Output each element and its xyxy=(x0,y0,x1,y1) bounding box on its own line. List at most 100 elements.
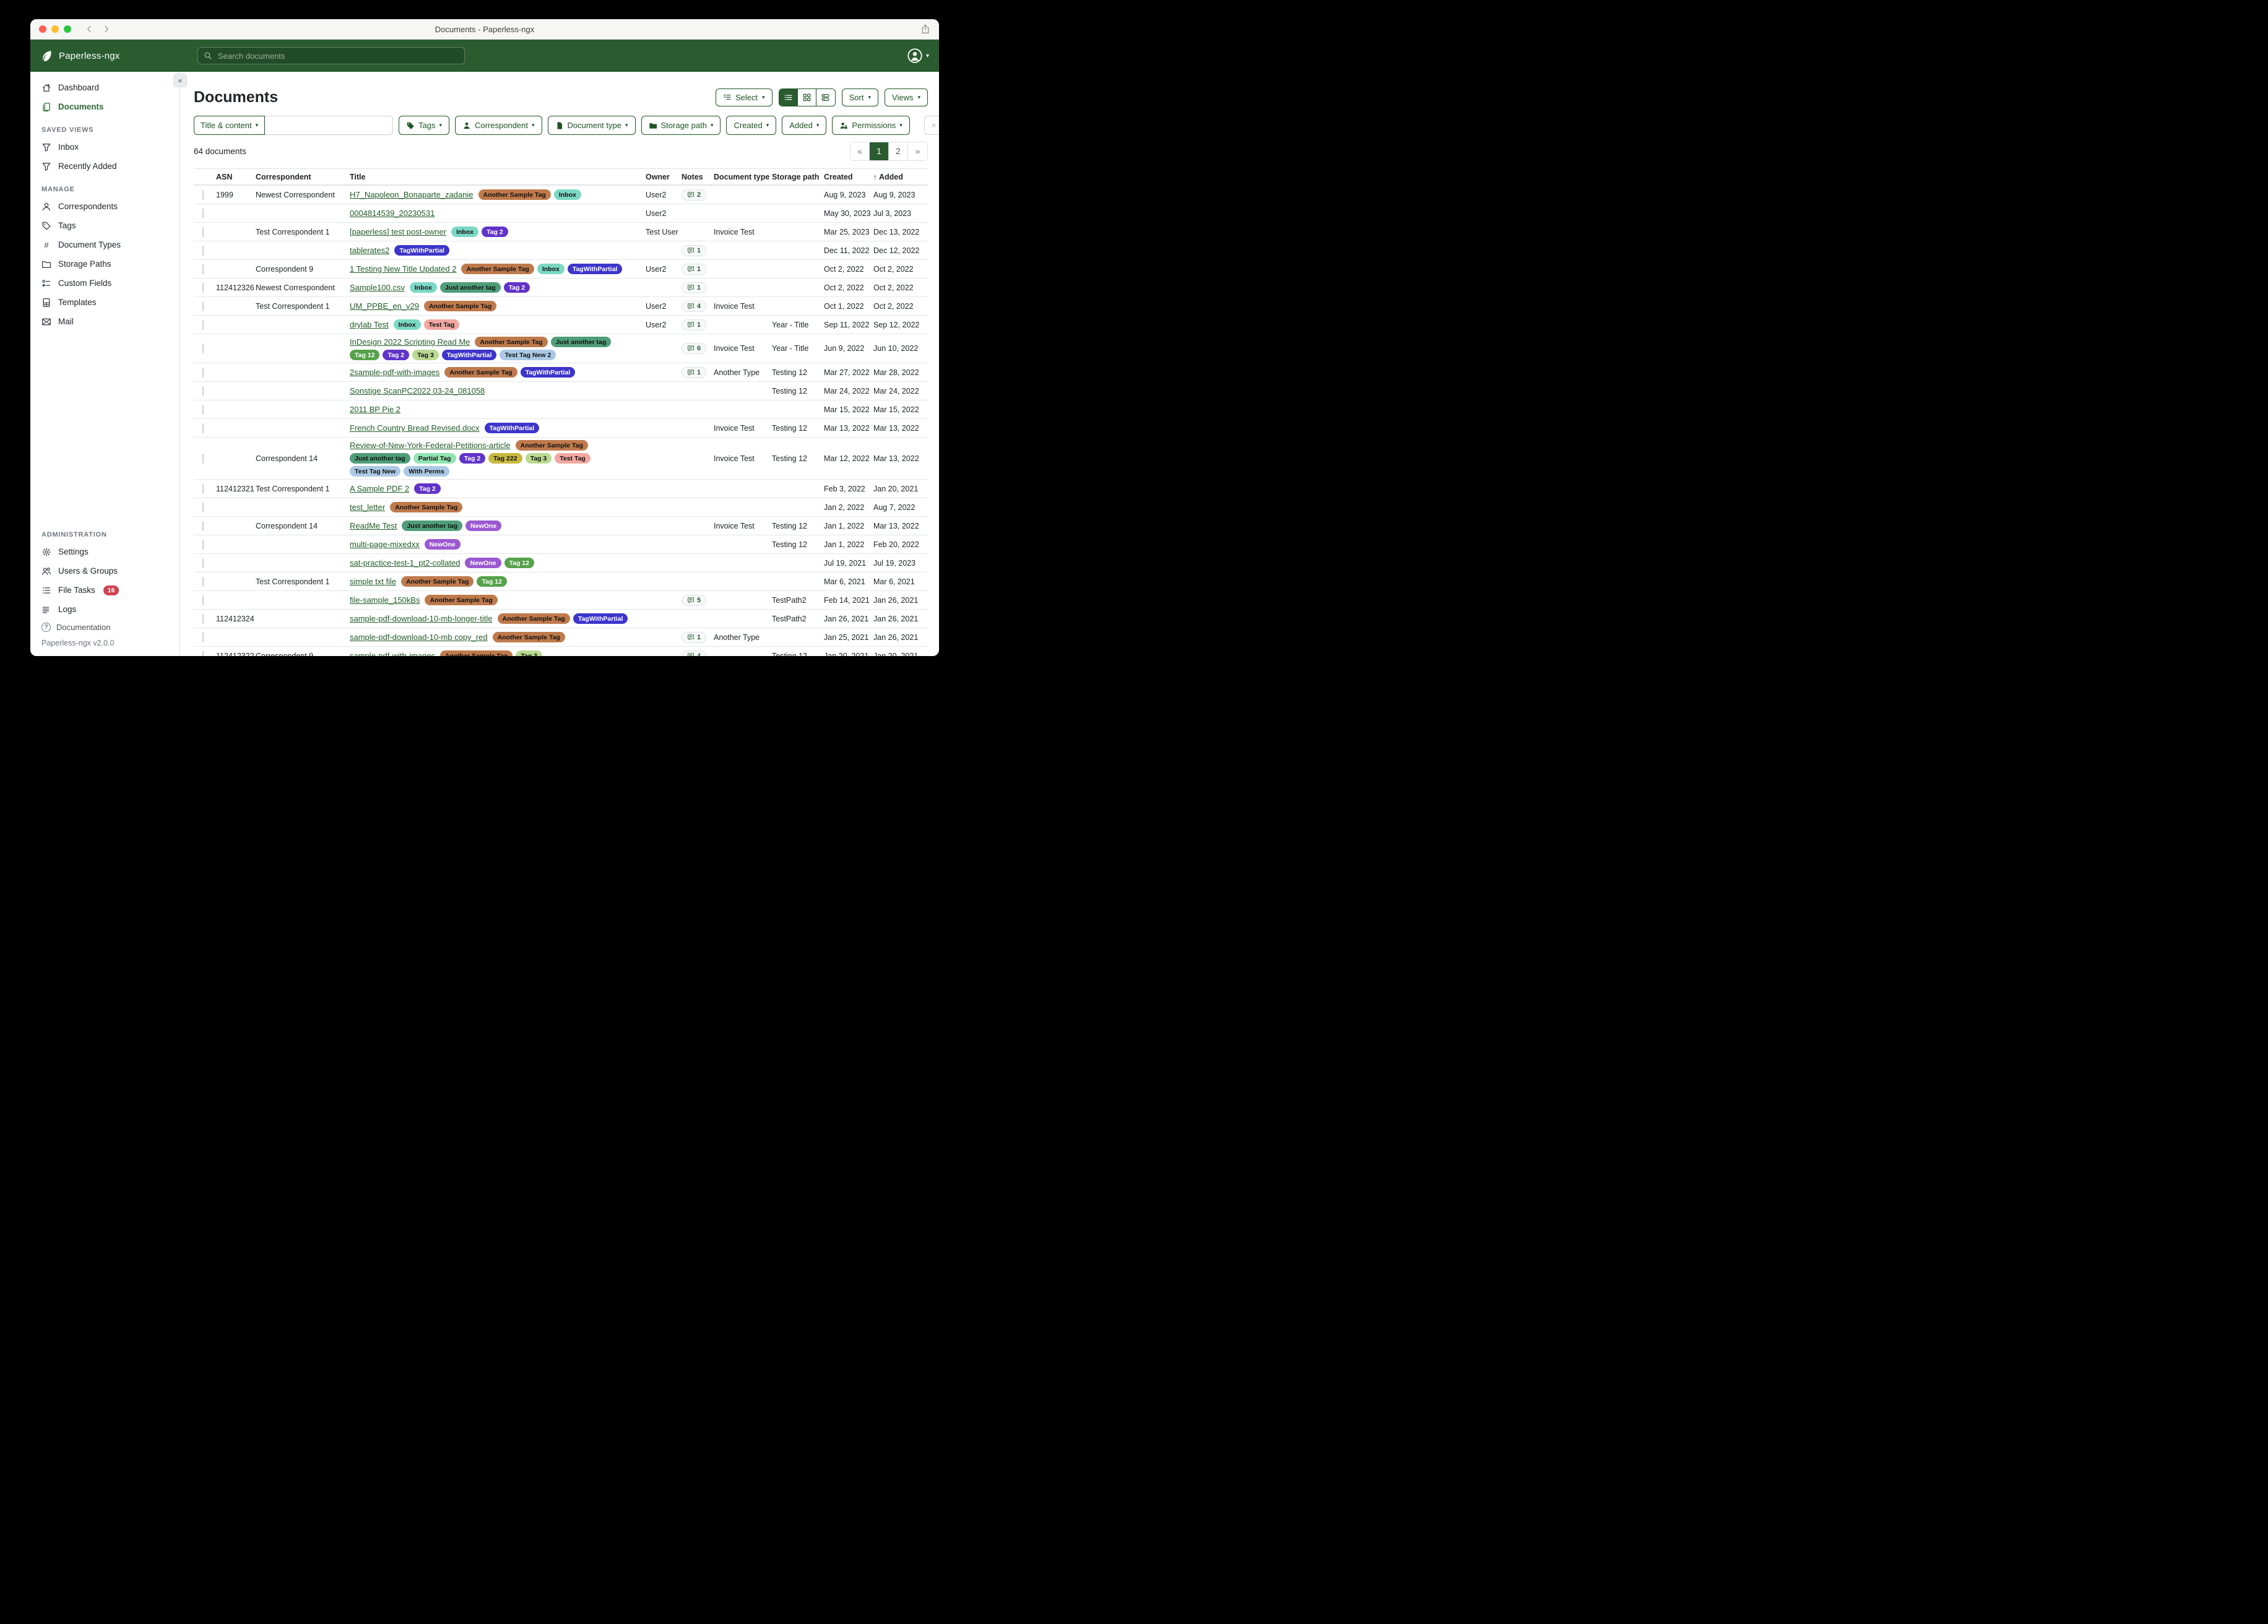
notes-badge[interactable]: 1 xyxy=(682,263,707,275)
tag-pill[interactable]: Inbox xyxy=(393,319,421,330)
tag-pill[interactable]: Another Sample Tag xyxy=(497,613,570,624)
tag-pill[interactable]: Tag 2 xyxy=(459,453,486,464)
tag-pill[interactable]: TagWithPartial xyxy=(567,264,623,274)
tag-pill[interactable]: Another Sample Tag xyxy=(390,502,463,512)
document-checkbox[interactable] xyxy=(202,502,204,512)
views-button[interactable]: Views ▾ xyxy=(885,88,928,106)
document-title-link[interactable]: sample-pdf-with-images xyxy=(350,651,435,656)
filter-storage-path-button[interactable]: Storage path ▾ xyxy=(641,116,721,135)
notes-badge[interactable]: 1 xyxy=(682,631,707,643)
close-window-button[interactable] xyxy=(39,25,46,33)
document-title-link[interactable]: 2011 BP Pie 2 xyxy=(350,405,400,414)
sidebar-item-recently-added[interactable]: Recently Added xyxy=(30,157,180,176)
col-asn[interactable]: ASN xyxy=(216,172,233,181)
tag-pill[interactable]: Another Sample Tag xyxy=(515,440,588,451)
document-title-link[interactable]: sample-pdf-download-10-mb-longer-title xyxy=(350,614,493,623)
tag-pill[interactable]: Inbox xyxy=(553,189,581,200)
sidebar-item-users-groups[interactable]: Users & Groups xyxy=(30,561,180,581)
tag-pill[interactable]: Tag 2 xyxy=(414,483,441,494)
tag-pill[interactable]: TagWithPartial xyxy=(441,350,497,360)
tag-pill[interactable]: Test Tag New xyxy=(350,466,401,477)
filter-document-type-button[interactable]: Document type ▾ xyxy=(547,116,636,135)
document-title-link[interactable]: 1 Testing New Title Updated 2 xyxy=(350,264,457,274)
pagination-page-1[interactable]: 1 xyxy=(870,142,889,160)
document-checkbox[interactable] xyxy=(202,343,204,353)
documentation-link[interactable]: ? Documentation xyxy=(30,619,180,635)
sidebar-item-custom-fields[interactable]: Custom Fields xyxy=(30,274,180,293)
document-title-link[interactable]: H7_Napoleon_Bonaparte_zadanie xyxy=(350,190,474,199)
document-checkbox[interactable] xyxy=(202,386,204,396)
tag-pill[interactable]: Tag 3 xyxy=(516,650,542,656)
notes-badge[interactable]: 1 xyxy=(682,282,707,293)
tag-pill[interactable]: Another Sample Tag xyxy=(478,189,551,200)
brand[interactable]: Paperless-ngx xyxy=(40,50,119,63)
document-title-link[interactable]: tablerates2 xyxy=(350,246,390,255)
document-title-link[interactable]: ReadMe Test xyxy=(350,521,397,530)
tag-pill[interactable]: Tag 2 xyxy=(503,282,530,293)
tag-pill[interactable]: Tag 3 xyxy=(525,453,552,464)
query-type-dropdown[interactable]: Title & content ▾ xyxy=(194,116,266,135)
tag-pill[interactable]: Tag 12 xyxy=(504,558,534,568)
tag-pill[interactable]: Another Sample Tag xyxy=(475,337,548,347)
tag-pill[interactable]: Inbox xyxy=(409,282,437,293)
sidebar-item-templates[interactable]: Templates xyxy=(30,293,180,312)
document-title-link[interactable]: sample-pdf-download-10-mb copy_red xyxy=(350,633,488,642)
minimize-window-button[interactable] xyxy=(51,25,59,33)
document-title-link[interactable]: simple txt file xyxy=(350,577,397,586)
grid-view-button[interactable] xyxy=(797,89,816,106)
document-checkbox[interactable] xyxy=(202,264,204,274)
document-checkbox[interactable] xyxy=(202,423,204,433)
tag-pill[interactable]: Tag 2 xyxy=(383,350,410,360)
tag-pill[interactable]: Just another tag xyxy=(402,520,463,531)
sidebar-item-inbox[interactable]: Inbox xyxy=(30,137,180,157)
sidebar-item-correspondents[interactable]: Correspondents xyxy=(30,197,180,216)
document-checkbox[interactable] xyxy=(202,595,204,605)
tag-pill[interactable]: Another Sample Tag xyxy=(444,367,517,378)
tag-pill[interactable]: Just another tag xyxy=(350,453,410,464)
document-title-link[interactable]: Sonstige ScanPC2022 03-24_081058 xyxy=(350,386,485,395)
tag-pill[interactable]: Tag 12 xyxy=(350,350,380,360)
reset-filters-button[interactable]: × Reset filters xyxy=(924,116,939,135)
sort-button[interactable]: Sort ▾ xyxy=(841,88,879,106)
col-doctype[interactable]: Document type xyxy=(714,172,770,181)
sidebar-item-settings[interactable]: Settings xyxy=(30,542,180,561)
tag-pill[interactable]: TagWithPartial xyxy=(520,367,576,378)
document-checkbox[interactable] xyxy=(202,453,204,464)
document-checkbox[interactable] xyxy=(202,483,204,494)
filter-tags-button[interactable]: Tags ▾ xyxy=(399,116,449,135)
tag-pill[interactable]: Another Sample Tag xyxy=(424,301,497,311)
sidebar-item-tags[interactable]: Tags xyxy=(30,216,180,235)
document-checkbox[interactable] xyxy=(202,282,204,293)
notes-badge[interactable]: 6 xyxy=(682,343,707,354)
notes-badge[interactable]: 4 xyxy=(682,300,707,312)
tag-pill[interactable]: Just another tag xyxy=(550,337,612,347)
list-view-button[interactable] xyxy=(779,89,798,106)
tag-pill[interactable]: Another Sample Tag xyxy=(461,264,534,274)
tag-pill[interactable]: Tag 12 xyxy=(477,576,507,587)
document-title-link[interactable]: French Country Bread Revised.docx xyxy=(350,423,480,433)
document-title-link[interactable]: [paperless] test post-owner xyxy=(350,227,447,236)
filter-correspondent-button[interactable]: Correspondent ▾ xyxy=(455,116,542,135)
tag-pill[interactable]: Another Sample Tag xyxy=(425,595,498,605)
tag-pill[interactable]: Tag 2 xyxy=(482,227,508,237)
tag-pill[interactable]: TagWithPartial xyxy=(484,423,540,433)
sidebar-item-logs[interactable]: Logs xyxy=(30,600,180,619)
col-created[interactable]: Created xyxy=(824,172,853,181)
document-title-link[interactable]: Sample100.csv xyxy=(350,283,405,292)
share-icon[interactable] xyxy=(920,24,930,34)
tag-pill[interactable]: NewOne xyxy=(465,558,501,568)
sidebar-item-mail[interactable]: Mail xyxy=(30,312,180,331)
document-checkbox[interactable] xyxy=(202,227,204,237)
notes-badge[interactable]: 1 xyxy=(682,244,707,256)
pagination-next[interactable]: » xyxy=(908,142,927,160)
document-title-link[interactable]: A Sample PDF 2 xyxy=(350,484,410,493)
document-checkbox[interactable] xyxy=(202,245,204,256)
document-checkbox[interactable] xyxy=(202,367,204,378)
tag-pill[interactable]: Test Tag xyxy=(555,453,591,464)
filter-added-button[interactable]: Added ▾ xyxy=(782,116,827,135)
document-checkbox[interactable] xyxy=(202,576,204,587)
tag-pill[interactable]: Inbox xyxy=(451,227,479,237)
sidebar-item-documents[interactable]: Documents xyxy=(30,97,180,116)
col-notes[interactable]: Notes xyxy=(682,172,703,181)
tag-pill[interactable]: TagWithPartial xyxy=(394,245,449,256)
